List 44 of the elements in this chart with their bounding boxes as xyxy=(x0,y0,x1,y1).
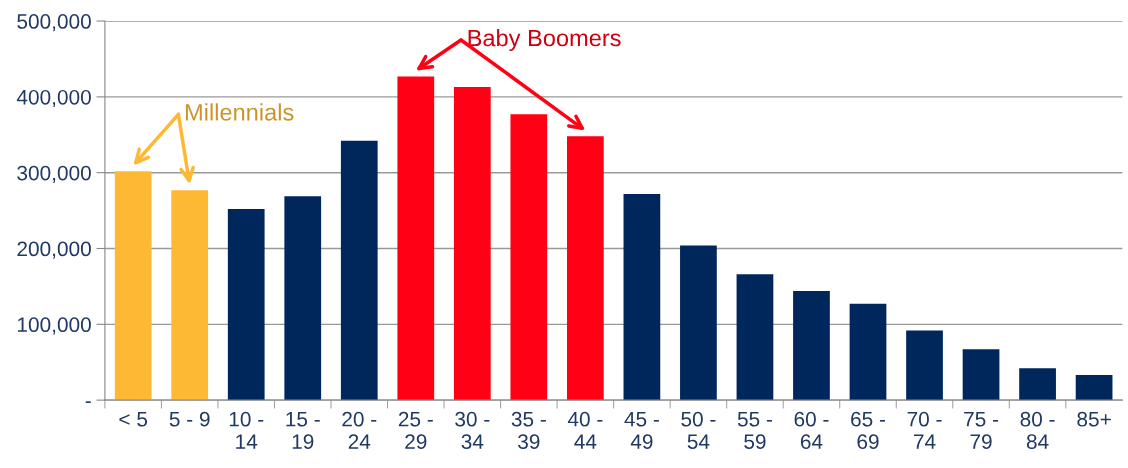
bar xyxy=(227,209,265,401)
y-tick-label: 100,000 xyxy=(18,317,91,335)
annotation: Millennials xyxy=(185,103,294,121)
x-tick-label: 45 - 49 xyxy=(624,412,659,449)
x-tick-label: 55 - 59 xyxy=(737,412,772,449)
x-tick-label: 80 - 84 xyxy=(1020,411,1055,449)
y-tick-label: 400,000 xyxy=(16,89,91,108)
x-tick-label: 30 - 34 xyxy=(455,411,490,449)
x-tick-label: 60 - 64 xyxy=(794,411,829,449)
bar xyxy=(171,190,209,401)
x-tick-label: 10 - 14 xyxy=(229,411,264,449)
x-tick-label: 5 - 9 xyxy=(169,411,210,427)
bar xyxy=(397,76,435,401)
bar xyxy=(906,330,943,401)
y-tick-label: - xyxy=(85,401,91,403)
y-tick-label: 300,000 xyxy=(17,165,91,183)
bar xyxy=(793,290,830,401)
x-tick-label: 15 - 19 xyxy=(286,412,320,449)
bar xyxy=(114,171,152,401)
x-tick-label: 75 - 79 xyxy=(964,412,999,449)
x-tick-label: 85+ xyxy=(1077,411,1111,427)
bar xyxy=(567,136,604,401)
bar xyxy=(736,274,774,401)
bar xyxy=(453,87,491,401)
x-tick-label: < 5 xyxy=(119,412,148,427)
bar xyxy=(1075,375,1113,401)
bar xyxy=(510,114,548,401)
x-tick-label: 20 - 24 xyxy=(342,411,377,449)
x-tick-label: 40 - 44 xyxy=(567,411,603,449)
x-tick-label: 25 - 29 xyxy=(398,411,433,449)
bar xyxy=(284,196,322,401)
x-tick-label: 70 - 74 xyxy=(907,411,942,449)
y-tick-label: 200,000 xyxy=(17,241,91,259)
bar xyxy=(340,140,378,401)
annotation: Baby Boomers xyxy=(468,29,621,52)
x-tick-label: 50 - 54 xyxy=(681,411,716,449)
bar xyxy=(680,245,717,401)
x-tick-label: 65 - 69 xyxy=(851,411,886,449)
bar xyxy=(623,193,661,401)
y-tick-label: 500,000 xyxy=(17,14,91,32)
x-tick-label: 35 - 39 xyxy=(511,411,546,449)
bar xyxy=(1019,368,1056,401)
bar xyxy=(962,349,1000,401)
bar xyxy=(849,303,887,401)
